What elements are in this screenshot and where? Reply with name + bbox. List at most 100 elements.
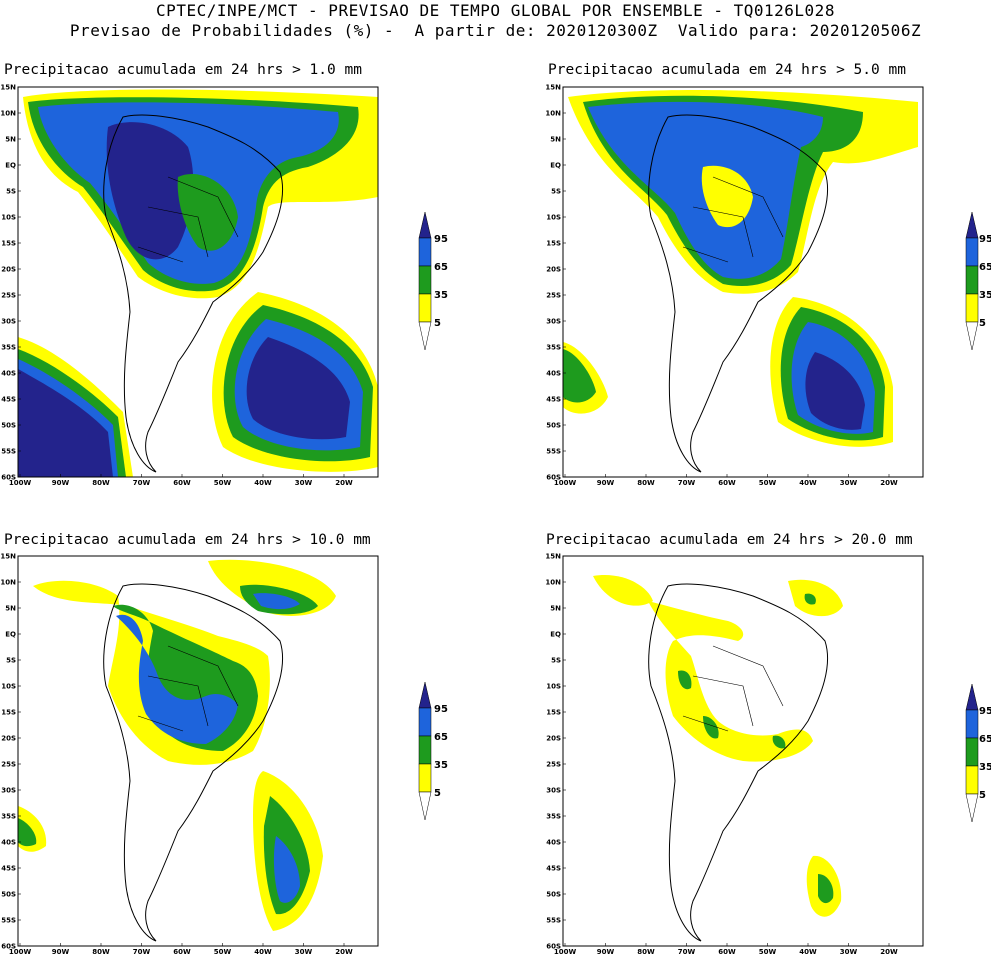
lat-tick-label: 5S: [6, 657, 16, 665]
lat-tick-label: 60S: [546, 943, 561, 951]
lat-tick-label: 50S: [546, 891, 561, 899]
lat-tick-label: 20S: [546, 266, 561, 274]
lat-tick-label: 60S: [546, 474, 561, 482]
lon-tick-label: 40W: [799, 479, 817, 487]
lat-tick-label: 30S: [546, 787, 561, 795]
lat-tick-label: 55S: [1, 917, 16, 925]
header-subtitle: Previsao de Probabilidades (%) - A parti…: [69, 21, 922, 40]
lat-tick-label: 5N: [5, 136, 16, 144]
lat-tick-label: 30S: [1, 787, 16, 795]
lon-tick-label: 30W: [840, 479, 858, 487]
cbar-label-65: 65: [979, 734, 991, 745]
lat-tick-label: 5S: [551, 657, 561, 665]
cbar-label-5: 5: [434, 318, 441, 329]
lon-tick-label: 20W: [335, 479, 353, 487]
lon-tick-label: 60W: [718, 948, 736, 956]
lon-tick-label: 100W: [554, 948, 577, 956]
lat-tick-label: 20S: [546, 735, 561, 743]
lat-tick-label: 25S: [1, 761, 16, 769]
lat-tick-label: 15N: [0, 553, 16, 561]
cbar-label-65: 65: [979, 262, 991, 273]
lon-tick-label: 40W: [254, 479, 272, 487]
lon-tick-label: 90W: [597, 479, 615, 487]
lat-tick-label: 15S: [1, 709, 16, 717]
cbar-label-35: 35: [979, 762, 991, 773]
panel-title-3: Precipitacao acumulada em 24 hrs > 10.0 …: [4, 532, 371, 548]
lat-tick-label: 15N: [545, 553, 561, 561]
lat-tick-label: 20S: [1, 266, 16, 274]
lon-tick-label: 30W: [295, 948, 313, 956]
lat-tick-label: 35S: [546, 813, 561, 821]
lat-tick-label: 40S: [546, 839, 561, 847]
map-svg-1: 15N 10N 5N EQ 5S 10S 15S 20S 25S 30S 35S 40S 45S 50S 5…: [0, 84, 379, 487]
lon-tick-label: 60W: [173, 948, 191, 956]
lon-tick-label: 20W: [880, 948, 898, 956]
colorbar-4: 95 65 35 5: [965, 682, 991, 832]
lat-tick-label: 25S: [1, 292, 16, 300]
lat-tick-label: 15N: [545, 84, 561, 92]
lat-tick-label: 10N: [0, 579, 16, 587]
cbar-label-5: 5: [979, 318, 986, 329]
lat-tick-label: 35S: [546, 344, 561, 352]
cbar-label-95: 95: [979, 706, 991, 717]
lat-tick-label: 15N: [0, 84, 16, 92]
map-panel-4: 15N 10N 5N EQ 5S 10S 15S 20S 25S 30S 35S 40S 45S 50S 5…: [545, 553, 924, 956]
map-panel-2: 15N 10N 5N EQ 5S 10S 15S 20S 25S 30S 35S 40S 45S 50S 5…: [545, 84, 924, 487]
lon-tick-label: 50W: [759, 948, 777, 956]
lat-tick-label: EQ: [5, 631, 16, 639]
panel-title-2: Precipitacao acumulada em 24 hrs > 5.0 m…: [548, 62, 906, 78]
colorbar-3: 95 65 35 5: [418, 680, 458, 830]
lat-tick-label: 55S: [546, 917, 561, 925]
lon-tick-label: 70W: [133, 948, 151, 956]
panel-title-1: Precipitacao acumulada em 24 hrs > 1.0 m…: [4, 62, 362, 78]
lon-tick-label: 20W: [880, 479, 898, 487]
lat-tick-label: 40S: [546, 370, 561, 378]
cbar-label-5: 5: [434, 788, 441, 799]
lat-tick-label: 60S: [1, 943, 16, 951]
lat-tick-label: 55S: [546, 448, 561, 456]
lon-tick-label: 60W: [173, 479, 191, 487]
lon-tick-label: 100W: [9, 948, 32, 956]
lat-tick-label: 45S: [546, 865, 561, 873]
lat-tick-label: 10S: [1, 683, 16, 691]
lat-tick-label: 40S: [1, 370, 16, 378]
lat-tick-label: 10S: [546, 683, 561, 691]
lon-tick-label: 90W: [597, 948, 615, 956]
lat-tick-label: EQ: [5, 162, 16, 170]
lat-tick-label: 40S: [1, 839, 16, 847]
cbar-label-65: 65: [434, 262, 448, 273]
lat-tick-label: 45S: [546, 396, 561, 404]
lon-tick-label: 20W: [335, 948, 353, 956]
lon-tick-label: 100W: [554, 479, 577, 487]
lon-tick-label: 80W: [637, 948, 655, 956]
lat-tick-label: 15S: [546, 240, 561, 248]
lon-tick-label: 70W: [678, 948, 696, 956]
lon-tick-label: 100W: [9, 479, 32, 487]
lat-tick-label: EQ: [550, 162, 561, 170]
lon-tick-label: 50W: [214, 948, 232, 956]
header-title: CPTEC/INPE/MCT - PREVISAO DE TEMPO GLOBA…: [156, 1, 835, 20]
colorbar-2: 95 65 35 5: [965, 210, 991, 360]
cbar-label-95: 95: [434, 704, 448, 715]
lon-tick-label: 30W: [295, 479, 313, 487]
lat-tick-label: 50S: [1, 891, 16, 899]
lat-tick-label: 10S: [1, 214, 16, 222]
lat-tick-label: 45S: [1, 396, 16, 404]
lat-tick-label: 60S: [1, 474, 16, 482]
lat-tick-label: 50S: [1, 422, 16, 430]
lon-tick-label: 80W: [92, 479, 110, 487]
map-svg-3: 15N 10N 5N EQ 5S 10S 15S 20S 25S 30S 35S 40S 45S 50S 5…: [0, 553, 379, 956]
map-panel-3: 15N 10N 5N EQ 5S 10S 15S 20S 25S 30S 35S 40S 45S 50S 5…: [0, 553, 379, 956]
lon-tick-label: 80W: [92, 948, 110, 956]
lat-tick-label: 25S: [546, 761, 561, 769]
lat-tick-label: 30S: [1, 318, 16, 326]
lon-tick-label: 70W: [678, 479, 696, 487]
lon-tick-label: 40W: [254, 948, 272, 956]
lat-tick-label: 10N: [545, 110, 561, 118]
lat-tick-label: 35S: [1, 813, 16, 821]
lon-tick-label: 50W: [759, 479, 777, 487]
lat-tick-label: 15S: [1, 240, 16, 248]
lon-tick-label: 60W: [718, 479, 736, 487]
lat-tick-label: 10S: [546, 214, 561, 222]
cbar-label-35: 35: [979, 290, 991, 301]
